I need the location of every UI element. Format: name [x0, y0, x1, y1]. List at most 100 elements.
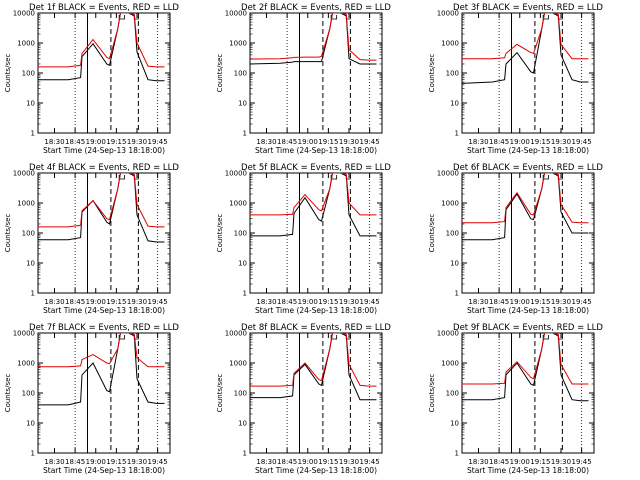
interval-bracket [330, 175, 338, 180]
interval-bracket [542, 175, 550, 180]
x-tick-label: 19:15 [318, 458, 338, 466]
x-tick-label: 18:30 [44, 138, 64, 146]
y-tick-label: 1000 [229, 40, 247, 48]
events-series-line [250, 173, 377, 237]
y-tick-label: 10 [450, 100, 459, 108]
y-tick-label: 10000 [13, 330, 35, 338]
y-tick-label: 10000 [437, 170, 459, 178]
y-tick-label: 1 [31, 290, 35, 298]
interval-bracket [542, 335, 550, 340]
lld-series-line [462, 13, 589, 60]
x-tick-label: 18:30 [468, 138, 488, 146]
y-tick-label: 10 [238, 100, 247, 108]
detector-panel: Det 3f BLACK = Events, RED = LLD 1 10 100 10… [428, 3, 603, 155]
detector-panel: Det 6f BLACK = Events, RED = LLD 1 10 100 10… [428, 163, 603, 315]
x-tick-label: 19:15 [318, 298, 338, 306]
x-tick-label: 19:45 [572, 138, 592, 146]
lld-series-line [250, 173, 377, 216]
x-tick-label: 19:00 [86, 138, 106, 146]
y-tick-label: 100 [22, 390, 35, 398]
y-tick-label: 1000 [441, 360, 459, 368]
x-tick-label: 18:45 [489, 298, 509, 306]
x-axis-label: Start Time (24-Sep-13 18:18:00) [467, 466, 589, 475]
lld-series-line [250, 13, 377, 61]
detector-panel: Det 4f BLACK = Events, RED = LLD 1 10 100 10… [4, 163, 179, 315]
x-tick-label: 19:00 [86, 298, 106, 306]
y-tick-label: 10000 [437, 10, 459, 18]
x-tick-label: 19:45 [148, 298, 168, 306]
y-tick-label: 100 [234, 390, 247, 398]
x-axis-label: Start Time (24-Sep-13 18:18:00) [467, 306, 589, 315]
y-tick-label: 100 [22, 230, 35, 238]
interval-bracket [330, 335, 338, 340]
x-tick-label: 19:00 [510, 298, 530, 306]
panel-title: Det 5f BLACK = Events, RED = LLD [241, 163, 391, 173]
y-axis-label: Counts/sec [216, 374, 224, 413]
y-tick-label: 10 [26, 420, 35, 428]
plot-frame [461, 332, 595, 454]
y-axis-label: Counts/sec [4, 54, 12, 93]
y-tick-label: 1000 [17, 360, 35, 368]
events-series-line [250, 13, 377, 65]
x-tick-label: 19:30 [127, 458, 147, 466]
y-tick-label: 100 [446, 390, 459, 398]
y-tick-label: 10 [450, 420, 459, 428]
plot-frame [249, 172, 383, 294]
x-tick-label: 18:45 [65, 138, 85, 146]
events-series-line [38, 173, 165, 243]
plot-frame [249, 332, 383, 454]
x-tick-label: 19:00 [298, 138, 318, 146]
events-series-line [38, 13, 165, 82]
detector-panel: Det 7f BLACK = Events, RED = LLD 1 10 100 10… [4, 323, 179, 475]
events-series-line [462, 13, 589, 84]
y-tick-label: 1 [243, 290, 247, 298]
x-tick-label: 19:45 [148, 138, 168, 146]
events-series-line [462, 333, 589, 402]
x-tick-label: 18:45 [277, 458, 297, 466]
x-tick-label: 19:45 [148, 458, 168, 466]
panel-title: Det 9f BLACK = Events, RED = LLD [453, 323, 603, 333]
y-tick-label: 1 [243, 130, 247, 138]
interval-bracket [542, 15, 550, 20]
x-tick-label: 19:30 [339, 138, 359, 146]
x-tick-label: 19:45 [572, 458, 592, 466]
y-axis-label: Counts/sec [216, 214, 224, 253]
lld-series-line [38, 333, 165, 368]
x-axis-label: Start Time (24-Sep-13 18:18:00) [43, 146, 165, 155]
x-tick-label: 18:45 [489, 138, 509, 146]
interval-bracket [118, 335, 126, 340]
y-tick-label: 1000 [229, 200, 247, 208]
x-tick-label: 19:30 [127, 298, 147, 306]
panel-title: Det 4f BLACK = Events, RED = LLD [29, 163, 179, 173]
x-tick-label: 18:45 [277, 298, 297, 306]
x-tick-label: 19:00 [298, 298, 318, 306]
x-tick-label: 19:45 [572, 298, 592, 306]
y-tick-label: 1000 [229, 360, 247, 368]
y-tick-label: 10000 [225, 170, 247, 178]
x-axis-label: Start Time (24-Sep-13 18:18:00) [255, 306, 377, 315]
y-tick-label: 10 [238, 260, 247, 268]
y-axis-label: Counts/sec [428, 374, 436, 413]
y-tick-label: 10000 [225, 330, 247, 338]
x-tick-label: 18:30 [468, 298, 488, 306]
y-tick-label: 1 [31, 450, 35, 458]
y-tick-label: 10 [238, 420, 247, 428]
x-tick-label: 19:30 [551, 458, 571, 466]
y-tick-label: 100 [446, 70, 459, 78]
y-tick-label: 1000 [441, 40, 459, 48]
y-axis-label: Counts/sec [4, 374, 12, 413]
y-tick-label: 10000 [437, 330, 459, 338]
panel-title: Det 3f BLACK = Events, RED = LLD [453, 3, 603, 13]
detector-panel: Det 8f BLACK = Events, RED = LLD 1 10 100 10… [216, 323, 391, 475]
detector-panel: Det 9f BLACK = Events, RED = LLD 1 10 100 10… [428, 323, 603, 475]
x-axis-label: Start Time (24-Sep-13 18:18:00) [255, 146, 377, 155]
y-tick-label: 100 [234, 70, 247, 78]
x-tick-label: 18:45 [277, 138, 297, 146]
x-tick-label: 19:45 [360, 138, 380, 146]
x-axis-label: Start Time (24-Sep-13 18:18:00) [43, 306, 165, 315]
y-axis-label: Counts/sec [216, 54, 224, 93]
y-tick-label: 100 [22, 70, 35, 78]
panel-title: Det 8f BLACK = Events, RED = LLD [241, 323, 391, 333]
interval-bracket [118, 175, 126, 180]
y-tick-label: 10 [26, 260, 35, 268]
